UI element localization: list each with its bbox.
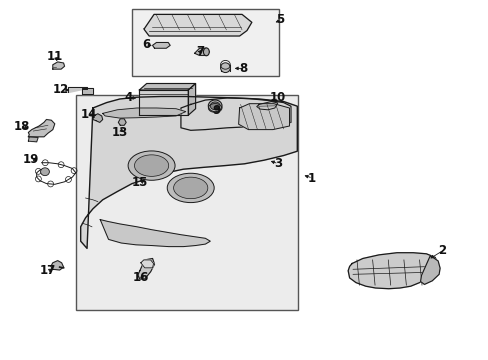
Text: 15: 15 xyxy=(131,176,148,189)
Polygon shape xyxy=(100,220,210,247)
Text: 1: 1 xyxy=(307,172,315,185)
Polygon shape xyxy=(152,42,170,48)
Polygon shape xyxy=(118,119,126,125)
Text: 16: 16 xyxy=(132,271,149,284)
Ellipse shape xyxy=(41,168,49,176)
Ellipse shape xyxy=(173,177,207,199)
Ellipse shape xyxy=(134,155,168,176)
Polygon shape xyxy=(51,261,63,270)
Text: 10: 10 xyxy=(269,91,285,104)
Text: 17: 17 xyxy=(40,264,56,277)
Polygon shape xyxy=(139,90,188,115)
Text: 3: 3 xyxy=(273,157,281,170)
Polygon shape xyxy=(28,120,55,137)
Ellipse shape xyxy=(167,173,214,203)
Text: 8: 8 xyxy=(239,62,246,75)
Polygon shape xyxy=(188,84,195,115)
Text: 7: 7 xyxy=(196,45,204,58)
Polygon shape xyxy=(139,84,195,90)
Ellipse shape xyxy=(208,100,222,112)
Polygon shape xyxy=(238,104,289,130)
Text: 6: 6 xyxy=(142,39,150,51)
Text: 12: 12 xyxy=(52,83,69,96)
Ellipse shape xyxy=(220,63,230,73)
Text: 11: 11 xyxy=(46,50,63,63)
Polygon shape xyxy=(53,62,64,69)
Polygon shape xyxy=(141,260,153,268)
Polygon shape xyxy=(347,253,437,289)
Polygon shape xyxy=(181,98,290,130)
Polygon shape xyxy=(420,256,439,284)
Polygon shape xyxy=(256,102,277,110)
Ellipse shape xyxy=(203,48,209,56)
Text: 2: 2 xyxy=(438,244,446,257)
Bar xyxy=(132,9,278,76)
Polygon shape xyxy=(144,14,251,36)
Polygon shape xyxy=(81,96,297,248)
Bar xyxy=(76,95,298,310)
Text: 18: 18 xyxy=(14,120,30,133)
Text: 9: 9 xyxy=(212,104,220,117)
Ellipse shape xyxy=(128,151,175,180)
Polygon shape xyxy=(93,114,102,122)
Text: 4: 4 xyxy=(124,91,132,104)
Text: 14: 14 xyxy=(81,108,97,121)
Polygon shape xyxy=(194,48,209,55)
Ellipse shape xyxy=(210,102,220,110)
Polygon shape xyxy=(138,258,154,279)
Polygon shape xyxy=(102,108,185,118)
Text: 13: 13 xyxy=(112,126,128,139)
Polygon shape xyxy=(28,137,38,142)
Text: 5: 5 xyxy=(276,13,284,26)
Polygon shape xyxy=(68,87,87,92)
Polygon shape xyxy=(82,88,93,94)
Polygon shape xyxy=(221,65,229,71)
Text: 19: 19 xyxy=(22,153,39,166)
